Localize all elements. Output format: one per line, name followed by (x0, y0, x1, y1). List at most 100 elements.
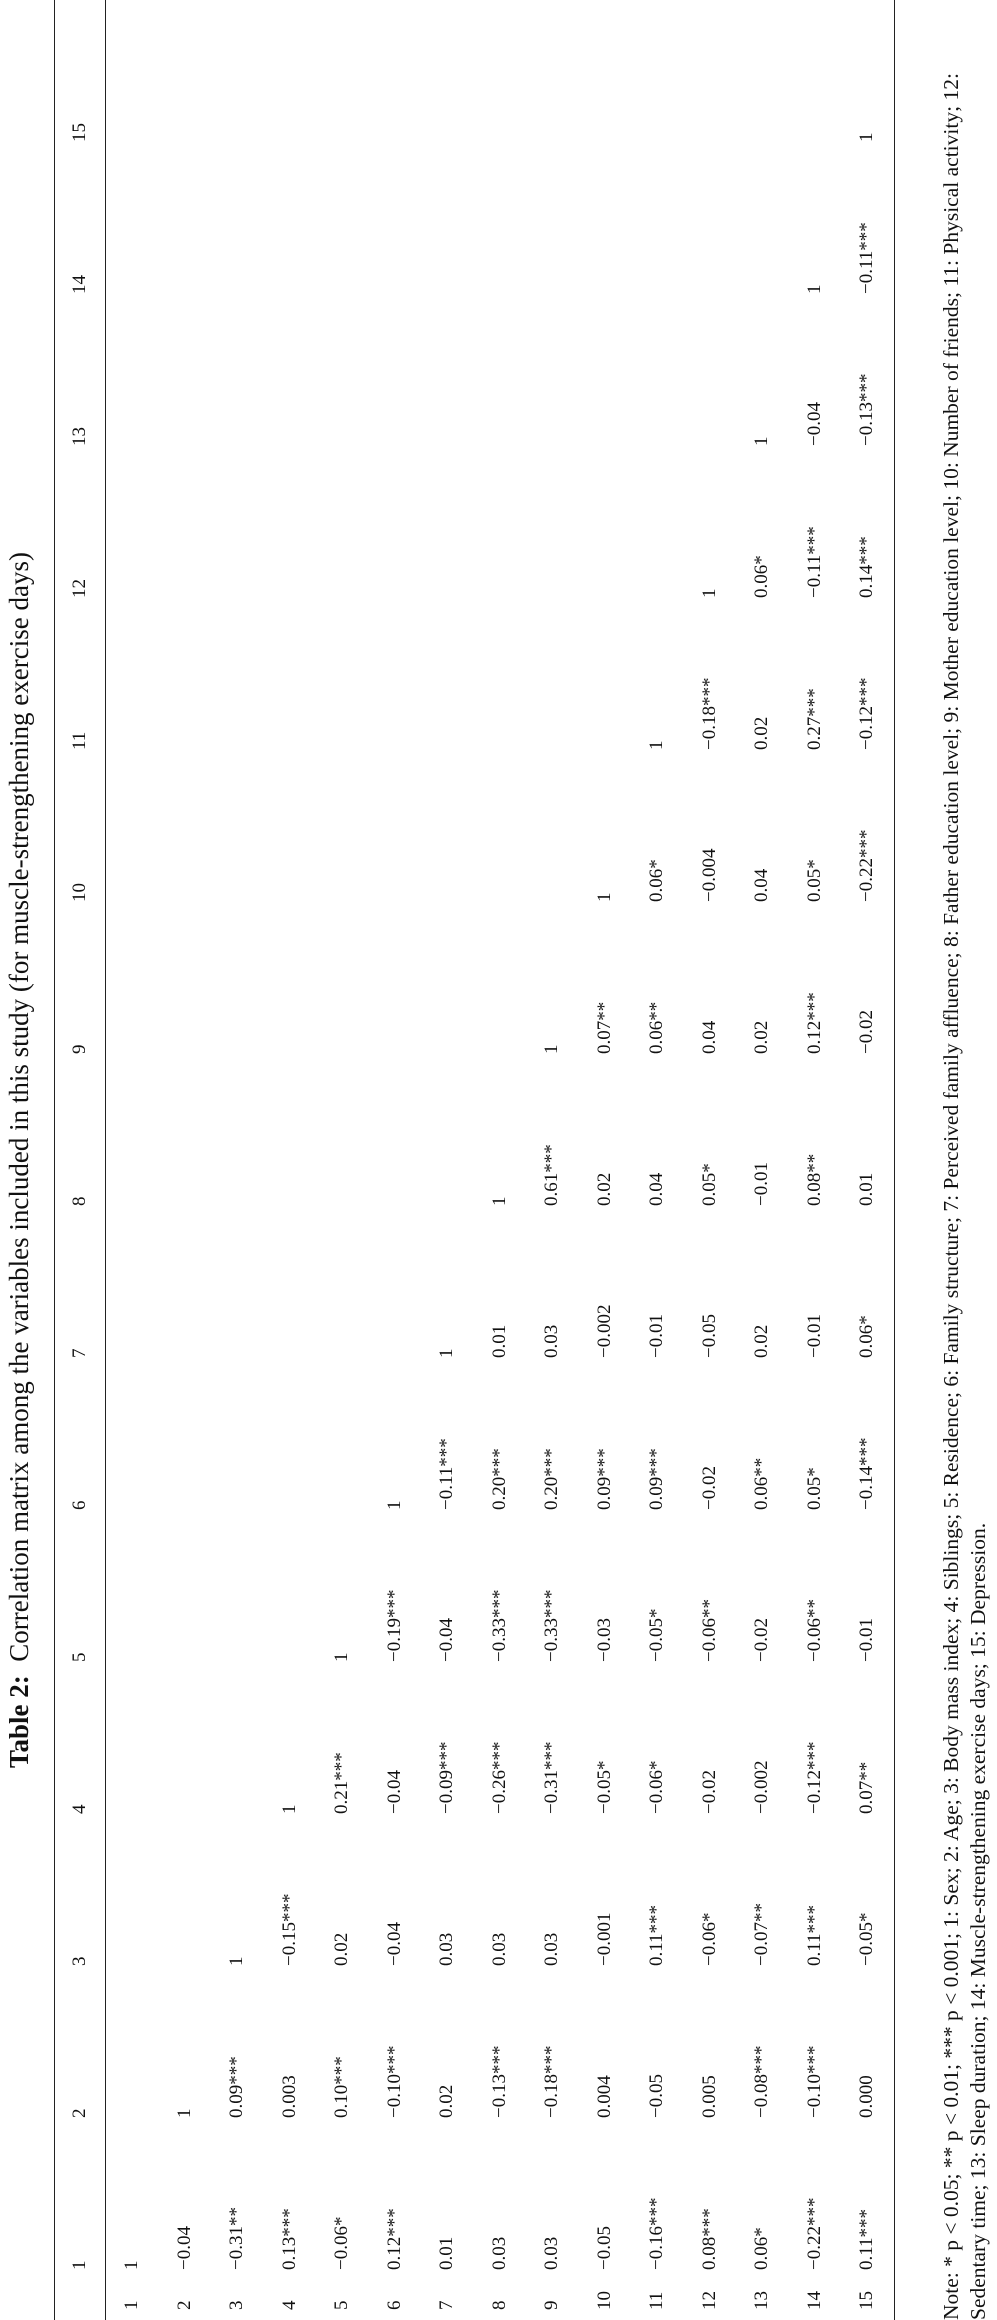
cell: −0.12*** (856, 677, 878, 750)
empty-cell (106, 760, 159, 912)
cell: 0.09*** (646, 1448, 668, 1510)
empty-cell (264, 1520, 317, 1672)
row-label: 10 (593, 2291, 615, 2310)
empty-cell (106, 1064, 159, 1216)
cell: −0.18*** (541, 2045, 563, 2118)
empty-cell (474, 608, 527, 760)
empty-cell (159, 1672, 212, 1824)
cell: −0.02 (698, 1466, 720, 1510)
cell: 0.11*** (856, 2208, 878, 2270)
cell: 0.06** (751, 1457, 773, 1510)
cell: 0.02 (436, 2084, 458, 2118)
cell: −0.13*** (488, 2045, 510, 2118)
column-header: 4 (69, 1804, 90, 1815)
empty-cell (264, 0, 317, 152)
cell: 0.14*** (856, 536, 878, 598)
row-label: 8 (488, 2300, 510, 2311)
cell: −0.05 (698, 1314, 720, 1358)
row-label: 13 (751, 2291, 773, 2310)
cell: 1 (856, 132, 878, 143)
empty-cell (211, 456, 264, 608)
empty-cell (211, 1216, 264, 1368)
cell: −0.15*** (278, 1893, 300, 1966)
cell: 0.04 (751, 868, 773, 902)
cell: 0.12*** (383, 2208, 405, 2270)
table-row: 9 0.03 −0.18*** 0.03 −0.31*** −0.33*** 0.20***… (526, 0, 579, 2320)
empty-cell (421, 912, 474, 1064)
row-label: 12 (698, 2291, 720, 2310)
cell: 0.03 (488, 2236, 510, 2270)
cell: 1 (121, 2260, 143, 2271)
cell: 0.07** (593, 1001, 615, 1054)
empty-cell (369, 456, 422, 608)
cell: −0.08*** (751, 2045, 773, 2118)
empty-cell (421, 608, 474, 760)
row-label: 1 (121, 2300, 143, 2311)
cell: −0.11*** (436, 1438, 458, 1510)
cell: −0.11*** (856, 222, 878, 294)
cell: −0.01 (803, 1314, 825, 1358)
empty-cell (159, 304, 212, 456)
cell: −0.01 (751, 1162, 773, 1206)
empty-cell (421, 1064, 474, 1216)
empty-cell (159, 1520, 212, 1672)
empty-cell (316, 1216, 369, 1368)
cell: −0.06* (331, 2216, 353, 2270)
empty-cell (316, 1064, 369, 1216)
table-row: 3 −0.31** 0.09*** 1 (211, 0, 264, 2320)
cell: 0.06* (751, 2227, 773, 2270)
table-row: 5 −0.06* 0.10*** 0.02 0.21*** 1 (316, 0, 369, 2320)
cell: 0.03 (541, 1324, 563, 1358)
empty-cell (631, 0, 684, 152)
cell: −0.05* (856, 1912, 878, 1966)
table-row: 2 −0.04 1 (159, 0, 212, 2320)
table-row: 12 0.08*** 0.005 −0.06* −0.02 −0.06** −0.02 −0.… (684, 0, 737, 2320)
row-label: 11 (646, 2291, 668, 2310)
cell: 0.02 (593, 1172, 615, 1206)
column-header: 1 (69, 2260, 90, 2271)
empty-cell (211, 912, 264, 1064)
empty-cell (526, 152, 579, 304)
cell: −0.002 (751, 1760, 773, 1814)
empty-cell (316, 0, 369, 152)
empty-cell (316, 456, 369, 608)
cell: 0.02 (751, 716, 773, 750)
cell: 0.06* (751, 555, 773, 598)
cell: −0.06* (698, 1912, 720, 1966)
empty-cell (211, 1672, 264, 1824)
cell: −0.26*** (488, 1741, 510, 1814)
cell: 0.004 (593, 2075, 615, 2118)
column-header: 2 (69, 2108, 90, 2119)
cell: 0.04 (646, 1172, 668, 1206)
empty-cell (369, 912, 422, 1064)
empty-cell (211, 1368, 264, 1520)
empty-cell (369, 1064, 422, 1216)
table-header: 1 2 3 4 5 6 7 8 9 10 11 12 13 14 15 (54, 0, 106, 2320)
cell: −0.001 (593, 1912, 615, 1966)
row-label: 15 (856, 2291, 878, 2310)
cell: −0.01 (856, 1618, 878, 1662)
empty-cell (159, 1368, 212, 1520)
empty-cell (684, 152, 737, 304)
empty-cell (106, 456, 159, 608)
cell: 0.06* (646, 859, 668, 902)
empty-cell (526, 608, 579, 760)
empty-cell (159, 0, 212, 152)
empty-cell (474, 0, 527, 152)
empty-cell (264, 1064, 317, 1216)
empty-cell (369, 304, 422, 456)
cell: −0.22*** (803, 2197, 825, 2270)
cell: 0.003 (278, 2075, 300, 2118)
empty-cell (526, 456, 579, 608)
row-label: 14 (803, 2291, 825, 2310)
empty-cell (736, 152, 789, 304)
cell: 0.08*** (698, 2208, 720, 2270)
empty-cell (159, 152, 212, 304)
cell: 0.005 (698, 2075, 720, 2118)
cell: 0.03 (436, 1932, 458, 1966)
cell: −0.31** (226, 2207, 248, 2270)
empty-cell (264, 304, 317, 456)
empty-cell (684, 0, 737, 152)
empty-cell (106, 1520, 159, 1672)
cell: 0.07** (856, 1761, 878, 1814)
